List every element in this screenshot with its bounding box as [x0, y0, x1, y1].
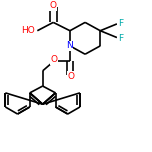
Text: O: O	[68, 72, 75, 81]
Text: O: O	[50, 1, 57, 10]
Text: N: N	[66, 41, 73, 50]
Text: F: F	[118, 34, 123, 43]
Text: F: F	[118, 19, 123, 28]
Text: O: O	[50, 55, 57, 64]
Text: HO: HO	[21, 26, 35, 35]
